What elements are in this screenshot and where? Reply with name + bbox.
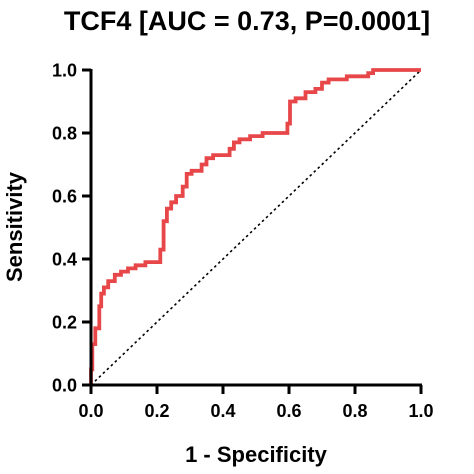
x-tick-label: 0.0	[78, 401, 103, 421]
y-tick-label: 0.0	[52, 376, 77, 396]
y-tick-label: 0.8	[52, 124, 77, 144]
y-tick-label: 0.4	[52, 250, 77, 270]
chart-title: TCF4 [AUC = 0.73, P=0.0001]	[64, 6, 430, 36]
x-tick-label: 0.6	[276, 401, 301, 421]
y-tick-label: 0.2	[52, 313, 77, 333]
roc-curve-line	[89, 68, 421, 385]
x-tick-label: 0.2	[144, 401, 169, 421]
y-axis: 0.0 0.2 0.4 0.6 0.8 1.0	[52, 61, 93, 396]
y-axis-label: Sensitivity	[2, 171, 27, 282]
x-axis-label: 1 - Specificity	[185, 442, 328, 467]
x-tick-label: 0.4	[210, 401, 235, 421]
x-axis: 0.0 0.2 0.4 0.6 0.8 1.0	[78, 383, 434, 421]
x-tick-label: 1.0	[408, 401, 433, 421]
reference-diagonal-line	[90, 69, 422, 386]
y-tick-label: 0.6	[52, 187, 77, 207]
y-tick-label: 1.0	[52, 61, 77, 81]
x-tick-label: 0.8	[342, 401, 367, 421]
plot-area	[89, 68, 422, 386]
